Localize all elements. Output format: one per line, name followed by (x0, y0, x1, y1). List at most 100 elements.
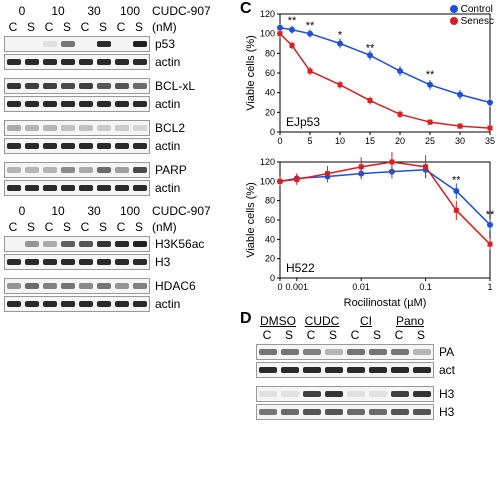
drug-name-b: CUDC-907 (152, 204, 211, 218)
cs-label: S (366, 328, 388, 342)
blot-row: BCL-xL (4, 78, 234, 94)
svg-text:15: 15 (365, 136, 375, 146)
cs-label: C (76, 20, 94, 34)
blot-row: actin (4, 138, 234, 154)
blot-label: actin (155, 139, 180, 153)
svg-text:40: 40 (265, 88, 275, 98)
dose-b-100: 100 (112, 204, 148, 218)
cs-label: S (22, 20, 40, 34)
blot-label: actin (155, 297, 180, 311)
blot-row: PARP (4, 162, 234, 178)
cs-label: S (58, 220, 76, 234)
svg-text:40: 40 (265, 234, 275, 244)
svg-text:**: ** (366, 42, 375, 54)
svg-text:Viable cells (%): Viable cells (%) (245, 182, 257, 258)
svg-text:0: 0 (277, 282, 282, 292)
cs-label: S (322, 328, 344, 342)
svg-text:0.001: 0.001 (286, 282, 309, 292)
cs-label: C (4, 20, 22, 34)
blot-label: BCL-xL (155, 79, 195, 93)
svg-text:35: 35 (485, 136, 495, 146)
svg-text:5: 5 (307, 136, 312, 146)
svg-text:100: 100 (260, 29, 275, 39)
svg-text:60: 60 (265, 68, 275, 78)
cs-label: C (76, 220, 94, 234)
blot-row: H3 (256, 404, 496, 420)
cs-label: C (40, 220, 58, 234)
panel-a-b-column: 0 10 30 100 CUDC-907 CSCSCSCS(nM) p53act… (4, 4, 234, 422)
panel-a-cs-row: CSCSCSCS(nM) (4, 20, 234, 34)
svg-text:0: 0 (270, 273, 275, 283)
panel-b-dose-header: 0 10 30 100 CUDC-907 (4, 204, 234, 218)
svg-text:1: 1 (487, 282, 492, 292)
dose-30: 30 (76, 4, 112, 18)
blot-row: H3 (256, 386, 496, 402)
cs-label: C (256, 328, 278, 342)
panel-b-cs-row: CSCSCSCS(nM) (4, 220, 234, 234)
svg-text:0.01: 0.01 (352, 282, 370, 292)
blot-row: H3K56ac (4, 236, 234, 252)
cs-label: S (410, 328, 432, 342)
blot-label: actin (155, 181, 180, 195)
blot-label: HDAC6 (155, 279, 196, 293)
cs-label: C (40, 20, 58, 34)
svg-text:10: 10 (335, 136, 345, 146)
blot-row: actin (4, 96, 234, 112)
treatment-label: CUDC (300, 314, 344, 328)
svg-text:80: 80 (265, 196, 275, 206)
svg-text:**: ** (288, 15, 297, 27)
blot-row: HDAC6 (4, 278, 234, 294)
blot-label: BCL2 (155, 121, 185, 135)
blot-row: actin (4, 180, 234, 196)
svg-text:20: 20 (395, 136, 405, 146)
cs-label: C (112, 20, 130, 34)
blot-row: act (256, 362, 496, 378)
svg-text:120: 120 (260, 157, 275, 167)
treatment-label: DMSO (256, 314, 300, 328)
blot-row: actin (4, 296, 234, 312)
svg-text:**: ** (426, 69, 435, 81)
blot-label: H3 (155, 255, 170, 269)
svg-text:Rocilinostat (µM): Rocilinostat (µM) (344, 297, 427, 309)
svg-text:EJp53: EJp53 (286, 115, 320, 129)
svg-text:0: 0 (270, 127, 275, 137)
svg-text:20: 20 (265, 107, 275, 117)
panel-d-blots: PA act H3 H3 (256, 344, 496, 420)
blot-label: H3 (439, 405, 454, 419)
treatment-label: Pano (388, 314, 432, 328)
blot-label: act (439, 363, 455, 377)
drug-name: CUDC-907 (152, 4, 211, 18)
dose-b-0: 0 (4, 204, 40, 218)
cs-label: S (130, 20, 148, 34)
panel-b-blots: H3K56ac H3 HDAC6 actin (4, 236, 234, 314)
svg-text:Viable cells (%): Viable cells (%) (245, 35, 257, 111)
svg-text:60: 60 (265, 215, 275, 225)
blot-label: actin (155, 97, 180, 111)
svg-text:100: 100 (260, 176, 275, 186)
cs-label: S (278, 328, 300, 342)
cs-label: C (4, 220, 22, 234)
blot-label: PA (439, 345, 454, 359)
dose-100: 100 (112, 4, 148, 18)
panel-a-dose-header: 0 10 30 100 CUDC-907 (4, 4, 234, 18)
panel-d-cs-row: CSCSCSCS (256, 328, 496, 342)
cs-label: S (130, 220, 148, 234)
panel-a-blots: p53actinBCL-xLactinBCL2actinPARPactin (4, 36, 234, 198)
cs-label: S (22, 220, 40, 234)
svg-text:0: 0 (277, 136, 282, 146)
svg-text:120: 120 (260, 9, 275, 19)
blot-row: actin (4, 54, 234, 70)
cs-label: S (58, 20, 76, 34)
blot-row: PA (256, 344, 496, 360)
cs-label: C (344, 328, 366, 342)
dose-10: 10 (40, 4, 76, 18)
cs-label: S (94, 220, 112, 234)
svg-text:0.1: 0.1 (419, 282, 432, 292)
svg-text:30: 30 (455, 136, 465, 146)
panel-d-letter: D (240, 310, 252, 328)
blot-row: BCL2 (4, 120, 234, 136)
svg-text:20: 20 (265, 254, 275, 264)
svg-text:**: ** (306, 20, 315, 32)
svg-text:25: 25 (425, 136, 435, 146)
cs-label: C (388, 328, 410, 342)
